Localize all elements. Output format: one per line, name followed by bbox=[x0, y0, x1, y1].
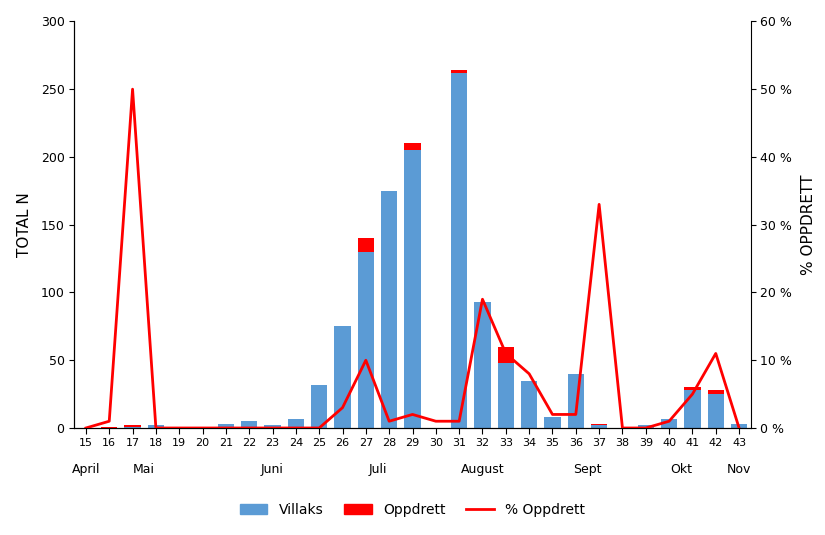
% Oppdrett bbox=[151, 425, 161, 431]
Bar bbox=[731, 424, 747, 428]
Bar bbox=[497, 347, 514, 363]
Bar bbox=[474, 302, 491, 428]
% Oppdrett bbox=[361, 357, 370, 363]
Bar bbox=[684, 387, 700, 390]
Bar bbox=[148, 425, 164, 428]
% Oppdrett bbox=[174, 425, 184, 431]
% Oppdrett bbox=[221, 425, 231, 431]
Bar bbox=[218, 424, 234, 428]
Bar bbox=[497, 363, 514, 428]
Bar bbox=[684, 390, 700, 428]
% Oppdrett bbox=[571, 411, 581, 418]
% Oppdrett bbox=[478, 296, 488, 302]
Line: % Oppdrett: % Oppdrett bbox=[86, 89, 739, 428]
% Oppdrett bbox=[641, 425, 651, 431]
% Oppdrett bbox=[291, 425, 301, 431]
Bar bbox=[661, 418, 677, 428]
Legend: Villaks, Oppdrett, % Oppdrett: Villaks, Oppdrett, % Oppdrett bbox=[234, 498, 591, 523]
Bar bbox=[241, 421, 257, 428]
% Oppdrett bbox=[548, 411, 558, 418]
Bar bbox=[404, 143, 421, 150]
Bar bbox=[591, 424, 607, 425]
% Oppdrett bbox=[314, 425, 324, 431]
% Oppdrett bbox=[524, 371, 534, 377]
% Oppdrett bbox=[104, 418, 114, 424]
% Oppdrett bbox=[734, 425, 744, 431]
Bar bbox=[521, 380, 537, 428]
Bar bbox=[125, 425, 141, 426]
Y-axis label: TOTAL N: TOTAL N bbox=[17, 192, 32, 257]
% Oppdrett bbox=[337, 404, 347, 411]
Bar bbox=[451, 73, 467, 428]
% Oppdrett bbox=[81, 425, 91, 431]
Y-axis label: % OPPDRETT: % OPPDRETT bbox=[801, 174, 816, 275]
Bar bbox=[708, 390, 724, 394]
Bar bbox=[358, 238, 374, 252]
% Oppdrett bbox=[455, 418, 464, 424]
% Oppdrett bbox=[384, 418, 394, 424]
Bar bbox=[334, 326, 351, 428]
% Oppdrett bbox=[128, 86, 138, 93]
Bar bbox=[381, 191, 398, 428]
Bar bbox=[638, 425, 654, 428]
% Oppdrett bbox=[431, 418, 441, 424]
% Oppdrett bbox=[267, 425, 277, 431]
% Oppdrett bbox=[687, 391, 697, 398]
Bar bbox=[451, 70, 467, 73]
Bar bbox=[288, 418, 304, 428]
Bar bbox=[544, 417, 561, 428]
Bar bbox=[101, 426, 117, 428]
Bar bbox=[708, 394, 724, 428]
% Oppdrett bbox=[664, 418, 674, 424]
% Oppdrett bbox=[594, 201, 604, 208]
% Oppdrett bbox=[198, 425, 208, 431]
Bar bbox=[125, 426, 141, 428]
% Oppdrett bbox=[711, 350, 721, 357]
Bar bbox=[591, 425, 607, 428]
Bar bbox=[404, 150, 421, 428]
% Oppdrett bbox=[408, 411, 417, 418]
% Oppdrett bbox=[244, 425, 254, 431]
Bar bbox=[568, 374, 584, 428]
% Oppdrett bbox=[617, 425, 627, 431]
Bar bbox=[311, 385, 328, 428]
% Oppdrett bbox=[501, 350, 511, 357]
Bar bbox=[358, 252, 374, 428]
Bar bbox=[264, 425, 280, 428]
